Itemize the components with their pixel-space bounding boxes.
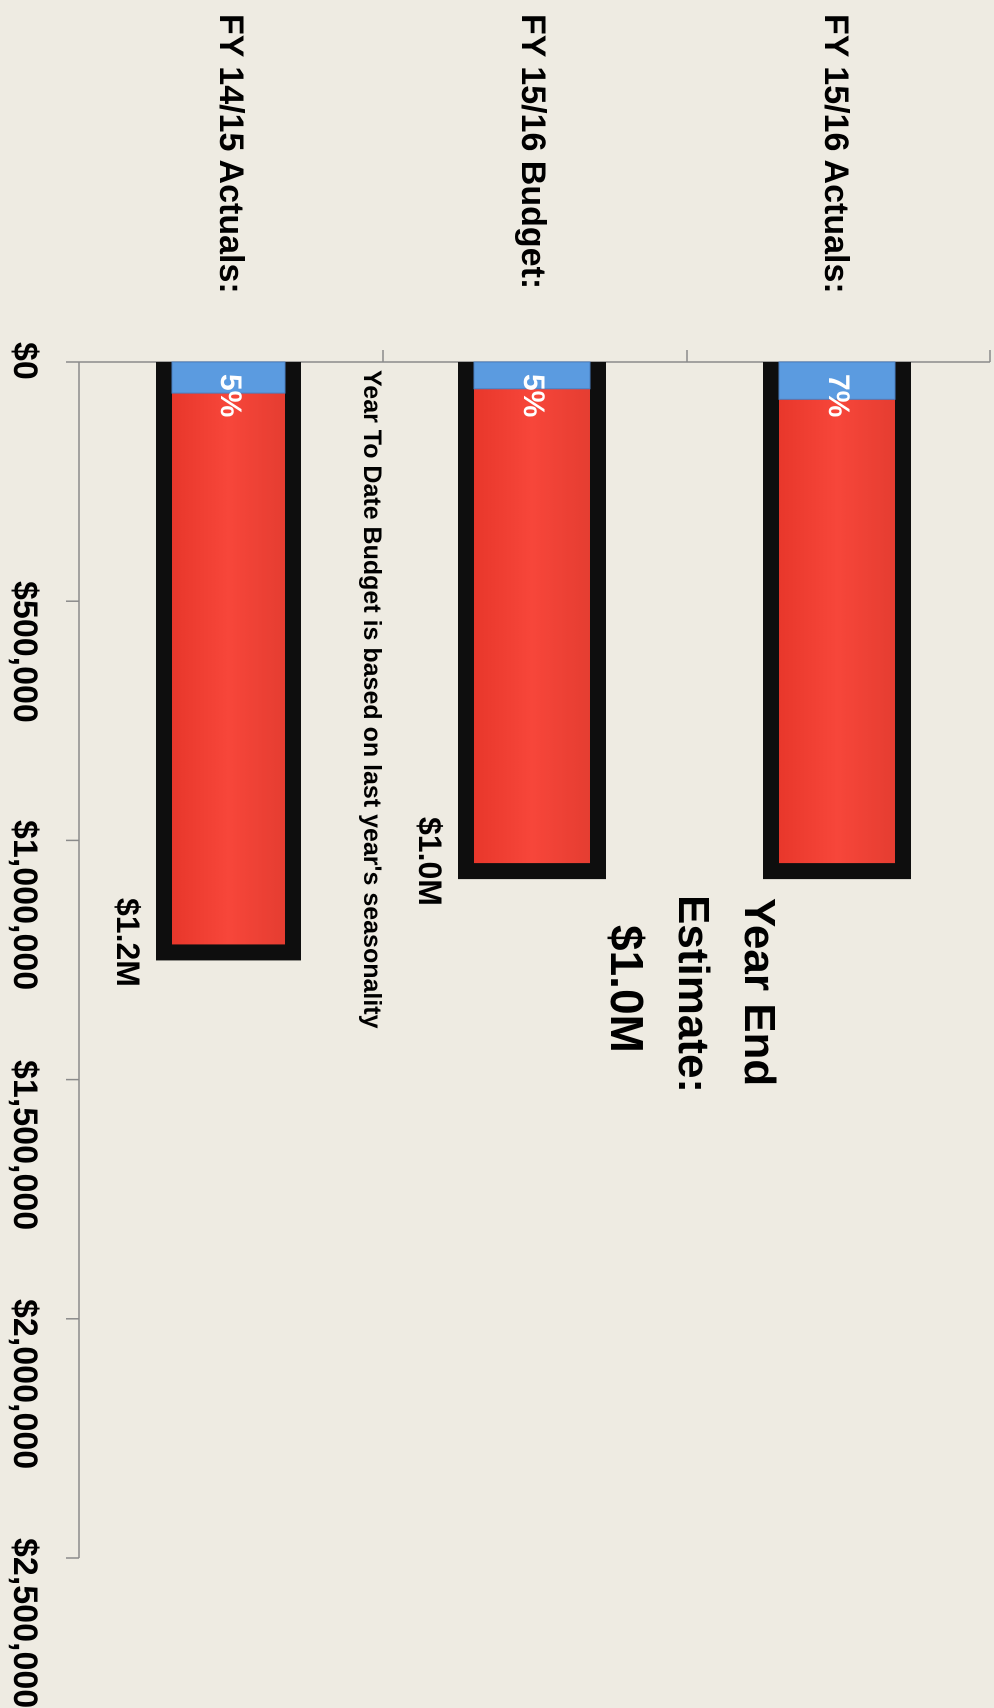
value-tick-label: $1,000,000 [6, 820, 44, 991]
bar-value-label: $1.2M [110, 898, 146, 988]
value-tick-label: $2,500,000 [6, 1538, 44, 1708]
bar [458, 361, 606, 880]
ytd-percent-label: 5% [517, 374, 550, 418]
value-tick-label: $500,000 [6, 581, 44, 723]
year-end-value: $1.0M [601, 925, 653, 1053]
bar-ytd [473, 361, 591, 390]
seasonality-note: Year To Date Budget is based on last yea… [358, 370, 386, 1029]
bar-total [474, 362, 590, 864]
category-label: FY 14/15 Actuals: [212, 14, 250, 294]
bar-ytd [778, 361, 896, 400]
category-label: FY 15/16 Budget: [514, 14, 552, 290]
value-tick-label: $2,000,000 [6, 1298, 44, 1469]
bar-ytd [171, 361, 286, 394]
bar-chart [66, 350, 991, 1559]
value-tick-label: $0 [6, 342, 44, 380]
value-tick-label: $1,500,000 [6, 1059, 44, 1230]
bar [763, 361, 911, 880]
bar-total [172, 362, 285, 945]
category-label: FY 15/16 Actuals: [817, 14, 855, 294]
bar [156, 361, 301, 961]
ytd-percent-label: 7% [822, 374, 855, 418]
bar-value-label: $1.0M [412, 817, 448, 907]
bar-total [779, 362, 895, 864]
year-end-subtitle: Estimate: [669, 895, 718, 1094]
ytd-percent-label: 5% [213, 374, 247, 418]
year-end-title: Year End [735, 898, 784, 1087]
